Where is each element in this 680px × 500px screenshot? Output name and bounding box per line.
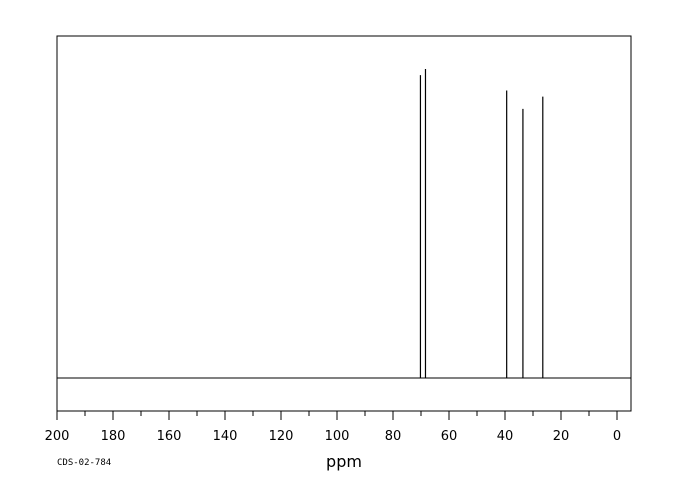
x-tick-label-140: 140 bbox=[213, 429, 238, 444]
x-tick-label-60: 60 bbox=[441, 429, 458, 444]
plot-frame bbox=[56, 35, 632, 412]
x-tick-label-120: 120 bbox=[269, 429, 294, 444]
x-axis-label: ppm bbox=[326, 452, 362, 471]
x-tick-label-160: 160 bbox=[157, 429, 182, 444]
sample-code-annotation: CDS-02-784 bbox=[57, 458, 111, 468]
x-tick-label-180: 180 bbox=[101, 429, 126, 444]
x-axis-ticks bbox=[56, 411, 618, 420]
x-tick-label-80: 80 bbox=[385, 429, 402, 444]
x-tick-label-200: 200 bbox=[45, 429, 70, 444]
x-tick-label-0: 0 bbox=[613, 429, 621, 444]
x-tick-label-40: 40 bbox=[497, 429, 514, 444]
x-tick-label-100: 100 bbox=[325, 429, 350, 444]
x-axis-tick-labels: 200 180 160 140 120 100 80 60 40 20 0 bbox=[45, 429, 622, 444]
x-tick-label-20: 20 bbox=[553, 429, 570, 444]
spectrum-peaks bbox=[419, 69, 544, 378]
